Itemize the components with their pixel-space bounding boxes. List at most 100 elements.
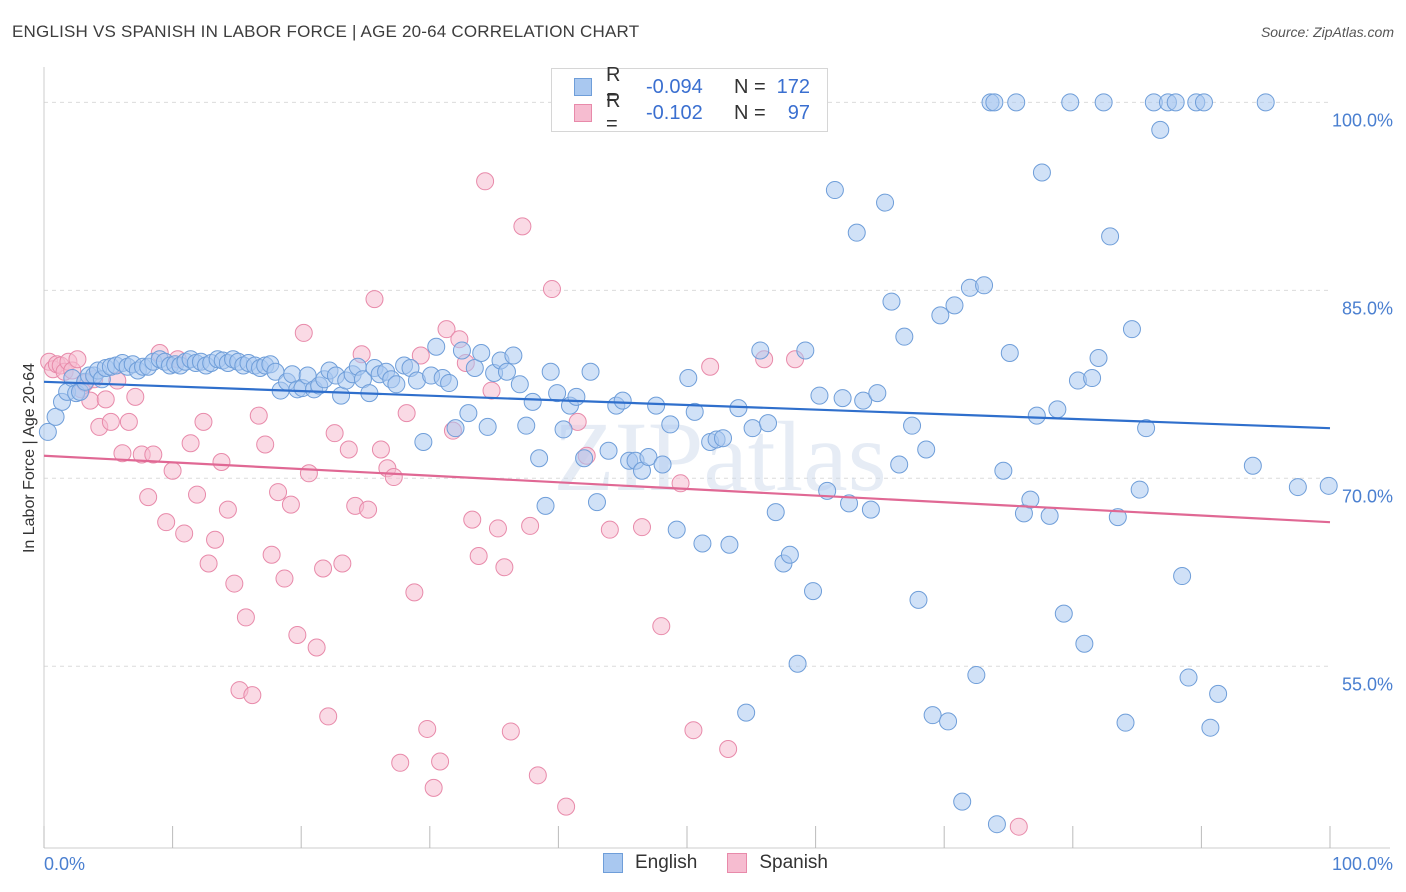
english-point [667, 520, 686, 539]
spanish-point [365, 290, 384, 309]
spanish-point [96, 390, 115, 409]
english-r-label: R = [606, 64, 621, 109]
english-point [1007, 93, 1026, 112]
english-point [536, 496, 555, 515]
spanish-point [236, 608, 255, 627]
spanish-point [325, 424, 344, 443]
english-point [1021, 490, 1040, 509]
english-point [939, 712, 958, 731]
english-point [854, 391, 873, 410]
english-point [840, 494, 859, 513]
english-point [1209, 684, 1228, 703]
english-point [387, 375, 406, 394]
english-point [847, 223, 866, 242]
spanish-point [542, 280, 561, 299]
english-point [1101, 227, 1120, 246]
english-point [975, 276, 994, 295]
english-point [1075, 634, 1094, 653]
english-legend-swatch [603, 853, 623, 873]
english-point [427, 337, 446, 356]
spanish-point [144, 445, 163, 464]
english-point [647, 396, 666, 415]
spanish-point [299, 464, 318, 483]
english-point [653, 455, 672, 474]
spanish-point [684, 721, 703, 740]
spanish-point [521, 516, 540, 535]
english-point [743, 419, 762, 438]
english-point [737, 703, 756, 722]
spanish-point [101, 412, 120, 431]
spanish-point [371, 440, 390, 459]
english-point [987, 815, 1006, 834]
english-point [497, 362, 516, 381]
english-point [465, 359, 484, 378]
spanish-legend-label: Spanish [759, 852, 828, 873]
spanish-point [488, 519, 507, 538]
english-point [1048, 400, 1067, 419]
legend-item-english[interactable]: English [603, 852, 697, 874]
spanish-point [119, 412, 138, 431]
english-point [1201, 718, 1220, 737]
spanish-r-value: -0.102 [646, 101, 703, 124]
spanish-point [206, 530, 225, 549]
spanish-point [181, 434, 200, 453]
english-trend-line [43, 380, 1331, 430]
spanish-point [68, 350, 87, 369]
english-point [931, 306, 950, 325]
spanish-point [175, 524, 194, 543]
spanish-point [431, 752, 450, 771]
english-point [679, 369, 698, 388]
spanish-point [600, 520, 619, 539]
english-point [332, 386, 351, 405]
spanish-point [288, 625, 307, 644]
spanish-point [157, 513, 176, 532]
spanish-point [333, 554, 352, 573]
spanish-point [719, 739, 738, 758]
english-point [796, 341, 815, 360]
english-point [1319, 476, 1338, 495]
english-point [903, 416, 922, 435]
y-tick-label: 70.0% [1342, 486, 1393, 506]
english-point [751, 341, 770, 360]
english-point [1027, 406, 1046, 425]
english-point [1151, 120, 1170, 139]
spanish-point [319, 707, 338, 726]
spanish-point [397, 404, 416, 423]
chart-title: ENGLISH VS SPANISH IN LABOR FORCE | AGE … [12, 22, 640, 41]
english-point [985, 93, 1004, 112]
spanish-point [482, 381, 501, 400]
english-point [1094, 93, 1113, 112]
english-point [780, 545, 799, 564]
english-point [917, 440, 936, 459]
english-point [1000, 343, 1019, 362]
spanish-point [199, 554, 218, 573]
english-legend-label: English [635, 852, 698, 873]
english-point [639, 447, 658, 466]
english-point [530, 449, 549, 468]
tick-labels: 100.0% 85.0% 70.0% 55.0% 0.0% 100.0% [44, 110, 1393, 874]
english-point [567, 387, 586, 406]
x-tick-label: 100.0% [1332, 854, 1393, 874]
spanish-legend-swatch [727, 853, 748, 873]
y-axis-label: In Labor Force | Age 20-64 [21, 363, 38, 553]
spanish-point [113, 444, 132, 463]
english-point [38, 422, 57, 441]
english-point [575, 449, 594, 468]
english-point [1243, 456, 1262, 475]
english-point [440, 374, 459, 393]
english-point [504, 346, 523, 365]
english-point [909, 590, 928, 609]
english-point [788, 654, 807, 673]
spanish-point [212, 453, 231, 472]
spanish-point [294, 323, 313, 342]
english-point [587, 493, 606, 512]
y-tick-label: 100.0% [1332, 110, 1393, 130]
legend-item-spanish[interactable]: Spanish [727, 852, 828, 874]
english-point [599, 441, 618, 460]
english-point [446, 419, 465, 438]
english-point [414, 432, 433, 451]
english-point [868, 384, 887, 403]
english-point [1173, 567, 1192, 586]
english-point [1137, 419, 1156, 438]
